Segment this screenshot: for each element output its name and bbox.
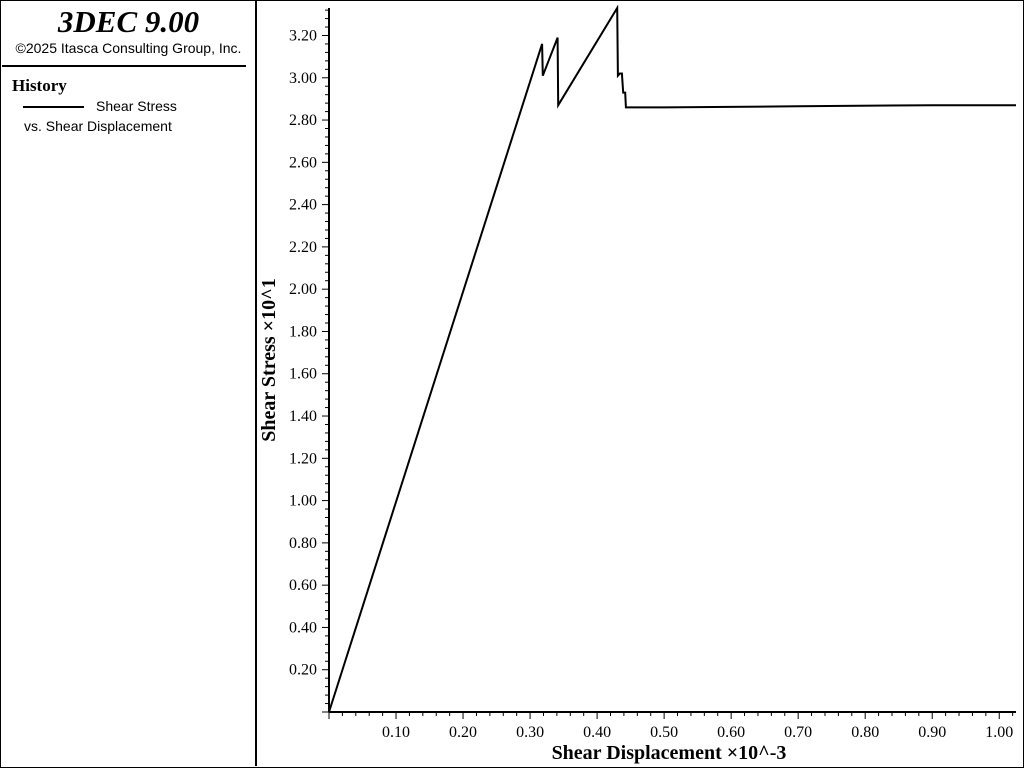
- x-tick-label: 0.70: [784, 724, 812, 741]
- y-tick-label: 2.40: [289, 197, 317, 214]
- y-tick-label: 0.60: [289, 577, 317, 594]
- y-tick-label: 2.00: [289, 281, 317, 298]
- y-tick-label: 2.20: [289, 239, 317, 256]
- y-axis-ticks: 0.20 0.40 0.60 0.80 1.00 1.20 1.40 1.60 1.80 2.00…: [289, 9, 329, 713]
- legend-entry-line2: vs. Shear Displacement: [24, 118, 172, 134]
- x-tick-label: 0.90: [918, 724, 946, 741]
- y-tick-label: 0.40: [289, 619, 317, 636]
- y-tick-label: 0.20: [289, 662, 317, 679]
- x-tick-label: 1.00: [985, 724, 1013, 741]
- legend-title: History: [12, 76, 67, 95]
- copyright-text: ©2025 Itasca Consulting Group, Inc.: [15, 40, 242, 56]
- y-tick-label: 3.00: [289, 70, 317, 87]
- header-separator: [2, 65, 246, 67]
- x-tick-label: 0.50: [650, 724, 678, 741]
- y-tick-label: 2.60: [289, 154, 317, 171]
- chart-axes: [328, 8, 1016, 713]
- chart-series: [328, 4, 1016, 713]
- y-tick-label: 3.20: [289, 27, 317, 44]
- x-tick-label: 0.80: [851, 724, 879, 741]
- y-tick-label: 0.80: [289, 535, 317, 552]
- x-tick-label: 0.30: [516, 724, 544, 741]
- y-axis-title: Shear Stress ×10^1: [258, 278, 280, 441]
- x-tick-label: 0.40: [583, 724, 611, 741]
- y-tick-label: 1.80: [289, 323, 317, 340]
- x-tick-label: 0.10: [382, 724, 410, 741]
- x-tick-label: 0.60: [717, 724, 745, 741]
- legend-line-swatch: [23, 106, 84, 108]
- y-tick-label: 1.60: [289, 366, 317, 383]
- app-title: 3DEC 9.00: [57, 4, 200, 39]
- x-tick-label: 0.20: [449, 724, 477, 741]
- y-tick-label: 2.80: [289, 112, 317, 129]
- x-axis-title: Shear Displacement ×10^-3: [552, 742, 787, 764]
- y-tick-label: 1.00: [289, 493, 317, 510]
- panel-divider: [255, 0, 257, 766]
- x-axis-ticks: 0.10 0.20 0.30 0.40 0.50 0.60 0.70 0.80 0.90 1.00: [328, 712, 1013, 741]
- y-tick-label: 1.20: [289, 450, 317, 467]
- legend-entry-line1: Shear Stress: [96, 98, 177, 114]
- series-line-0: [328, 4, 1016, 713]
- y-tick-label: 1.40: [289, 408, 317, 425]
